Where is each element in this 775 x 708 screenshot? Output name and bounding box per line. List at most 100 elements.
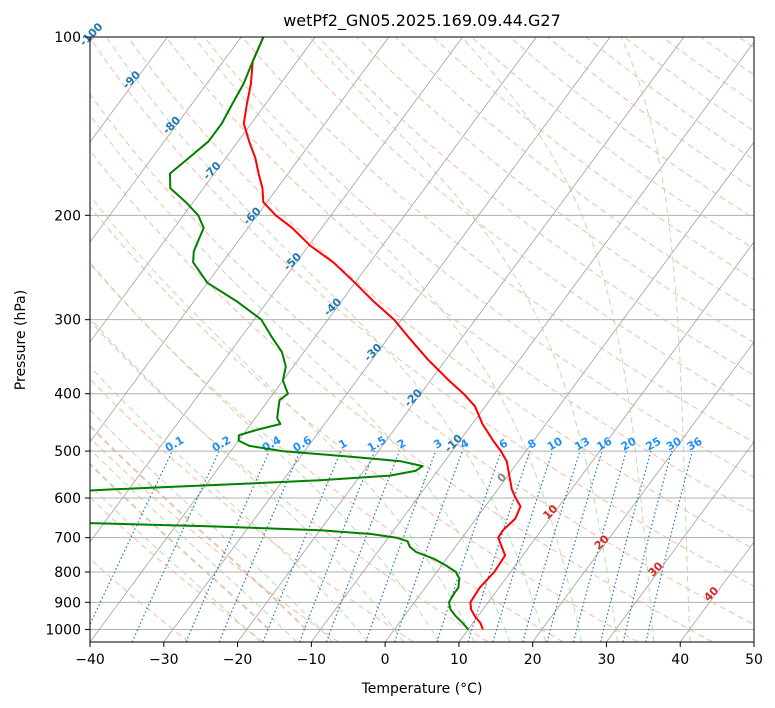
- isotherm-line: [606, 441, 754, 642]
- isotherm-line: [679, 541, 754, 642]
- isotherm-label: 10: [540, 502, 560, 522]
- dry-adiabat: [623, 37, 754, 132]
- moist-adiabat: [106, 37, 547, 642]
- dry-adiabat: [90, 320, 489, 642]
- dry-adiabat: [203, 37, 754, 478]
- x-tick-label: 40: [671, 652, 689, 668]
- temperature-profile: [242, 37, 522, 630]
- moist-adiabat: [90, 261, 440, 642]
- dry-adiabat: [165, 37, 754, 514]
- isotherm-label: 30: [646, 559, 666, 579]
- moist-adiabat: [461, 37, 655, 642]
- y-tick-label: 500: [54, 444, 81, 460]
- mixing-ratio-line: [492, 450, 554, 642]
- dry-adiabat: [738, 37, 754, 49]
- isotherm-label: -100: [77, 20, 106, 49]
- y-tick-label: 100: [54, 30, 81, 46]
- background-lines: [90, 37, 754, 642]
- dendritic-zone-line: [90, 424, 307, 631]
- axes: −40 −30 −20 −10 0 10 20 30 40 5010020030040050060…: [45, 30, 763, 668]
- dry-adiabat: [394, 37, 754, 312]
- profiles: [90, 37, 522, 631]
- isotherm-line: [90, 37, 316, 343]
- moist-adiabat: [90, 317, 404, 642]
- dry-adiabat: [90, 37, 754, 587]
- x-tick-label: −30: [149, 652, 179, 668]
- x-tick-label: −20: [223, 652, 253, 668]
- dry-adiabat: [471, 37, 754, 250]
- dry-adiabat: [547, 37, 754, 190]
- x-tick-label: 10: [450, 652, 468, 668]
- isotherm-label: -30: [361, 341, 384, 364]
- mixing-ratio-line: [436, 450, 502, 642]
- mixing-ratio-line: [600, 450, 652, 642]
- mixing-ratio-line: [546, 450, 603, 642]
- isotherm-line: [90, 37, 537, 642]
- y-tick-label: 800: [54, 565, 81, 581]
- isotherm-label: -20: [402, 386, 425, 409]
- dry-adiabat: [700, 37, 754, 76]
- isotherm-label: -80: [160, 114, 183, 137]
- dendritic-zone-line: [90, 462, 270, 631]
- y-tick-label: 1000: [45, 622, 81, 638]
- y-tick-label: 200: [54, 208, 81, 224]
- isotherm-line: [384, 141, 754, 642]
- isotherm-label: 40: [701, 584, 721, 604]
- moist-adiabat: [309, 37, 618, 642]
- x-tick-label: 20: [524, 652, 542, 668]
- isotherm-line: [90, 37, 463, 543]
- y-axis-title: Pressure (hPa): [13, 290, 29, 390]
- x-tick-label: 50: [745, 652, 763, 668]
- isotherm-line: [532, 341, 754, 642]
- isotherm-line: [458, 241, 754, 642]
- dry-adiabat: [90, 378, 414, 642]
- isotherm-line: [163, 37, 611, 642]
- dry-adiabat: [356, 37, 754, 344]
- y-tick-label: 900: [54, 595, 81, 611]
- dry-adiabat: [585, 37, 754, 161]
- mixing-ratio-line: [572, 450, 627, 642]
- mixing-ratio-line: [622, 450, 673, 642]
- moist-adiabat: [90, 114, 511, 642]
- dry-adiabat: [662, 37, 754, 104]
- mixing-ratio-line: [218, 450, 301, 642]
- dry-adiabat: [241, 37, 754, 444]
- dry-adiabat: [90, 497, 265, 642]
- isotherm-label: 20: [592, 532, 612, 552]
- isotherm-line: [237, 37, 685, 642]
- moist-adiabat: [90, 195, 475, 642]
- mixing-ratio-line: [645, 450, 693, 642]
- y-tick-label: 700: [54, 531, 81, 547]
- isotherm-line: [90, 37, 242, 243]
- mixing-ratio-line: [185, 450, 270, 642]
- mixing-ratio-label: 1: [336, 437, 349, 452]
- dewpoint-profile: [90, 37, 469, 631]
- dry-adiabat: [127, 37, 754, 550]
- mixing-ratio-label: 2: [395, 437, 408, 452]
- isotherm-label: -60: [241, 204, 264, 227]
- x-axis-title: Temperature (°C): [361, 681, 483, 697]
- dry-adiabat: [509, 37, 754, 220]
- dry-adiabat: [90, 262, 564, 642]
- mixing-ratio-line: [522, 450, 581, 642]
- mixing-ratio-line: [90, 450, 173, 626]
- dry-adiabat: [90, 93, 754, 626]
- mixing-ratio-line: [131, 450, 220, 642]
- dry-adiabat: [90, 149, 713, 642]
- dry-adiabat: [90, 206, 639, 642]
- dry-adiabat: [432, 37, 754, 281]
- x-tick-label: −10: [297, 652, 327, 668]
- mixing-ratio-line: [365, 450, 437, 642]
- isotherm-line: [90, 37, 390, 443]
- moist-adiabat: [90, 448, 297, 642]
- x-tick-label: −40: [75, 652, 105, 668]
- y-tick-label: 600: [54, 491, 81, 507]
- moist-adiabat: [90, 485, 261, 642]
- isotherm-line: [753, 641, 754, 642]
- isotherm-line: [90, 37, 168, 143]
- y-tick-label: 400: [54, 387, 81, 403]
- plot-frame: [89, 36, 755, 643]
- moist-adiabat: [620, 37, 691, 642]
- isotherm-label: -90: [120, 68, 143, 91]
